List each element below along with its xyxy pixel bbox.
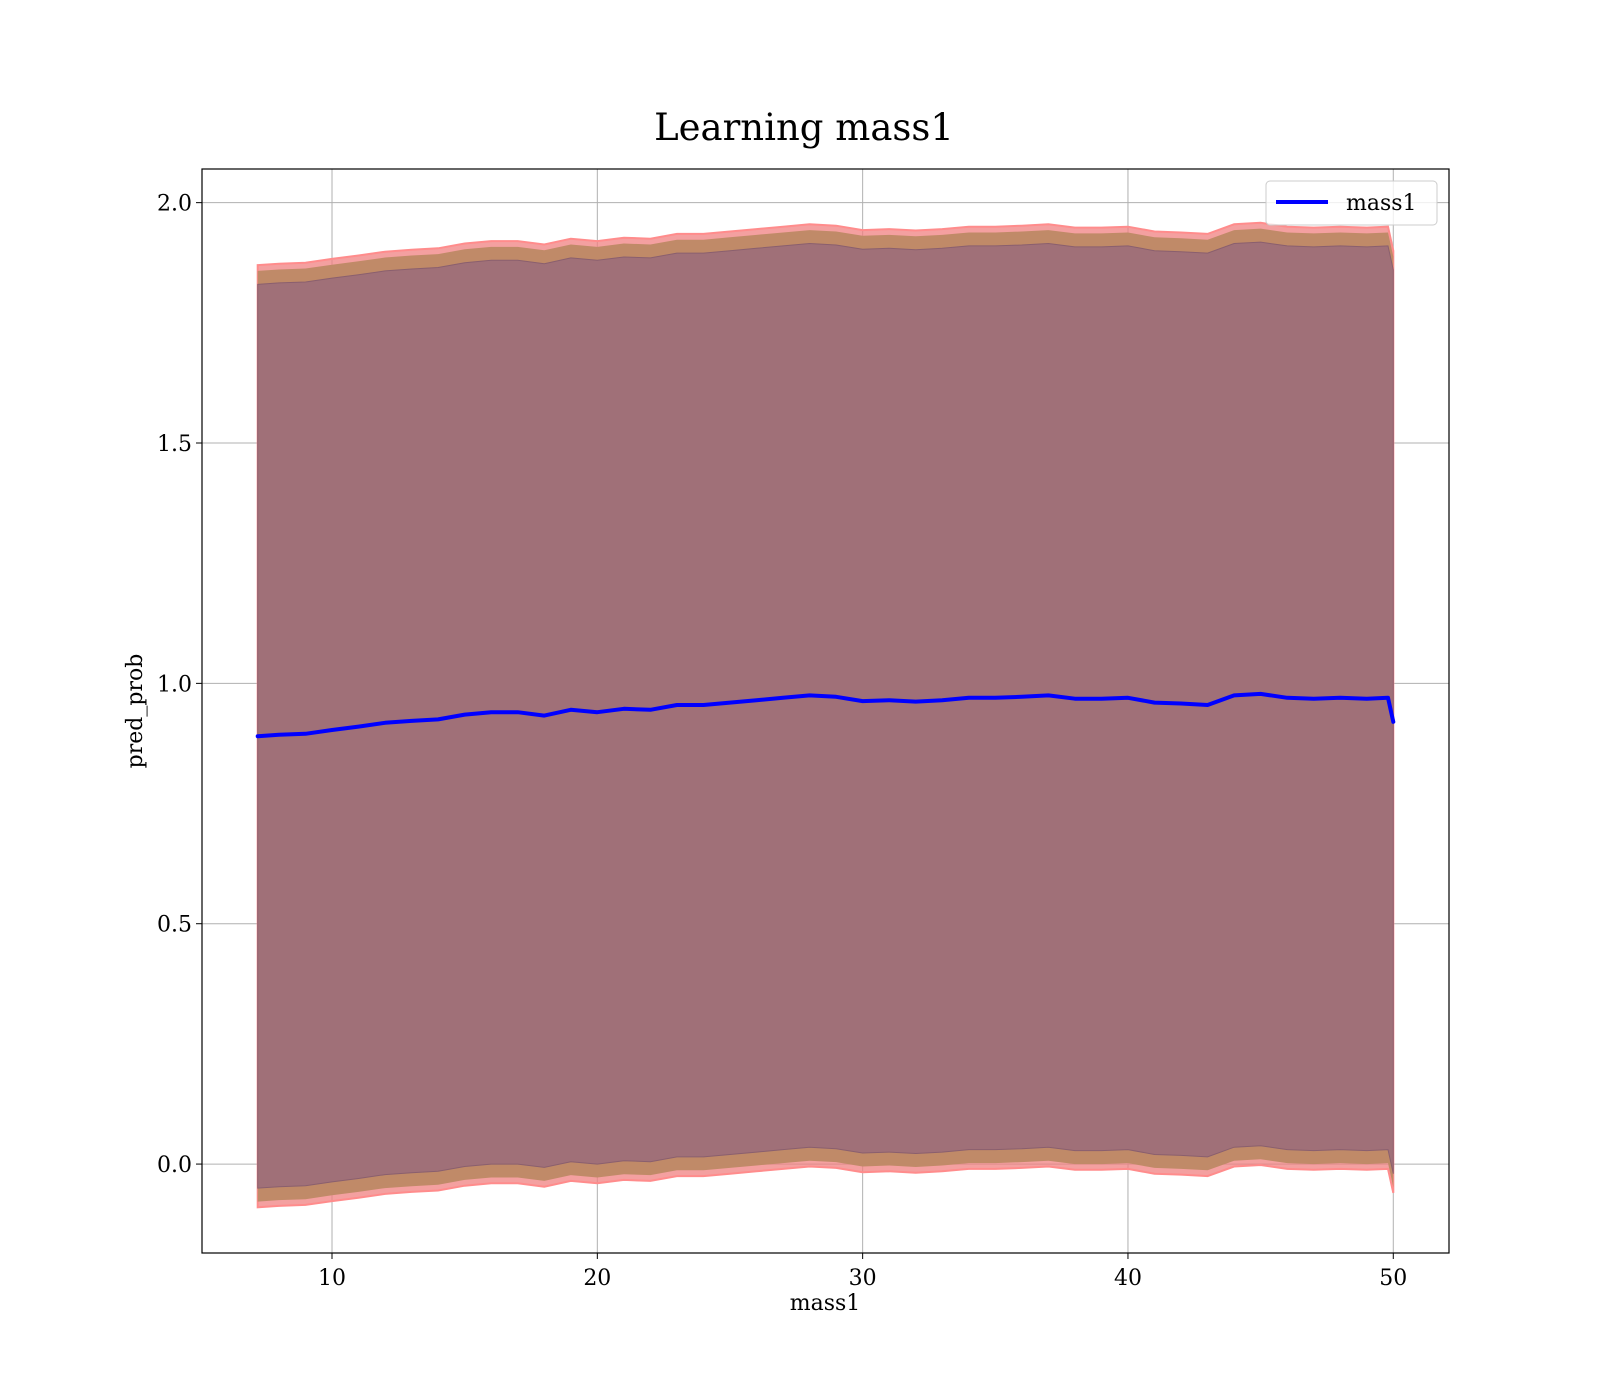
y-axis-label: pred_prob <box>123 654 148 769</box>
y-tick-label: 2.0 <box>157 192 192 217</box>
legend-label-mass1: mass1 <box>1346 191 1417 216</box>
chart-title: Learning mass1 <box>654 106 954 149</box>
x-tick-label: 20 <box>583 1266 611 1291</box>
x-ticks: 10 20 30 40 50 <box>318 1253 1407 1291</box>
legend-box <box>1265 180 1438 226</box>
y-tick-label: 0.0 <box>157 1153 192 1178</box>
x-axis-label: mass1 <box>790 1291 861 1316</box>
x-tick-label: 10 <box>318 1266 346 1291</box>
x-tick-label: 30 <box>849 1266 877 1291</box>
bands <box>256 221 1395 1209</box>
series-line-mass1 <box>255 691 1396 739</box>
legend: mass1 <box>1265 180 1438 226</box>
y-tick-label: 1.0 <box>157 672 192 697</box>
x-tick-label: 40 <box>1114 1266 1142 1291</box>
y-ticks: 0.0 0.5 1.0 1.5 2.0 <box>157 192 202 1178</box>
inner-band <box>257 241 1394 1189</box>
y-tick-label: 1.5 <box>157 432 192 457</box>
series <box>255 691 1396 739</box>
x-tick-label: 50 <box>1379 1266 1407 1291</box>
y-tick-label: 0.5 <box>157 913 192 938</box>
plot-frame <box>201 168 1450 1254</box>
